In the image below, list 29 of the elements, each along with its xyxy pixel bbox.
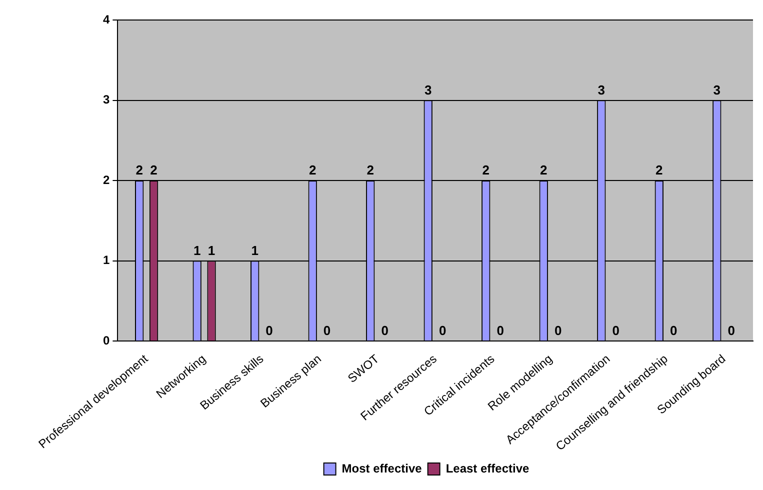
data-label: 3: [598, 82, 606, 98]
data-label: 2: [150, 162, 158, 178]
data-label: 0: [323, 323, 331, 338]
data-label: 2: [656, 162, 663, 178]
data-label: 0: [612, 323, 620, 338]
data-label: 3: [424, 82, 432, 98]
data-label: 2: [366, 162, 374, 178]
data-label: 2: [136, 162, 143, 178]
data-label: 2: [540, 162, 548, 178]
y-tick-label: 4: [102, 12, 110, 26]
data-label: 0: [381, 323, 388, 338]
y-tick-label: 0: [102, 333, 110, 348]
data-label: 2: [482, 162, 490, 178]
data-label: 1: [208, 242, 216, 258]
data-label: 0: [496, 323, 504, 338]
data-label: 0: [554, 323, 562, 338]
legend-label: Least effective: [446, 461, 530, 476]
y-tick-label: 2: [102, 172, 110, 187]
data-label: 2: [308, 162, 316, 178]
data-label: 1: [193, 242, 201, 258]
data-label: 0: [438, 323, 446, 338]
data-label: 1: [251, 242, 258, 258]
data-label: 0: [266, 323, 273, 338]
y-tick-label: 1: [102, 253, 110, 268]
legend-label: Most effective: [342, 461, 422, 476]
data-label: 0: [670, 323, 678, 338]
data-label: 0: [728, 323, 735, 338]
data-label: 3: [713, 82, 721, 98]
y-tick-label: 3: [102, 92, 110, 107]
